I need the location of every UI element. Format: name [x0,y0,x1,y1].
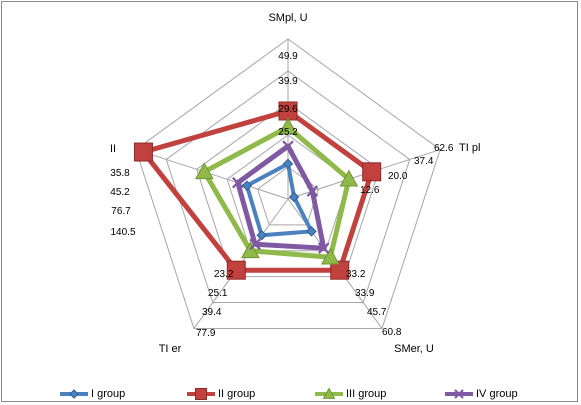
data-point-marker [278,117,298,135]
axis-label: II [110,143,116,155]
tick-label: 45.7 [367,307,387,318]
legend-swatch-icon [445,389,473,399]
data-point-marker [288,191,300,203]
tick-label: 39.4 [202,307,222,318]
tick-label: 20.0 [388,171,408,182]
data-point-marker [256,230,267,241]
tick-label: 25.1 [208,288,228,299]
data-point-marker [133,142,153,162]
legend-swatch-icon [60,389,88,399]
data-point-marker [317,242,330,254]
legend-label: III group [346,388,387,400]
axis-label: TI er [159,343,182,355]
chart-legend: I group II group III group IV group [2,386,579,402]
tick-label: 35.8 [110,168,130,179]
series-line [140,108,375,273]
data-point-marker [282,158,294,170]
axis-label: SMer, U [394,343,434,355]
axis-label: SMpl, U [268,12,307,24]
data-point-marker [282,140,294,152]
tick-label: 12.6 [360,185,380,196]
data-point-marker [226,260,246,280]
series-i-group [241,158,317,241]
series-iii-group [194,117,359,265]
legend-item: III group [314,386,386,402]
tick-label: 33.2 [346,269,366,280]
tick-label: 77.9 [196,328,216,339]
radar-chart: SMpl, U TI pl SMer, U TI er II 25.2 29.6 39.9 49… [110,12,480,355]
data-point-marker [241,180,253,191]
data-point-marker [320,247,340,265]
tick-label: 49.9 [278,51,298,62]
tick-label: 25.2 [278,127,298,138]
tick-label: 60.8 [382,327,402,338]
data-point-marker [241,241,260,259]
legend-label: II group [218,388,256,400]
series-line [244,161,314,238]
grid-ring [196,102,380,278]
tick-label: 140.5 [110,227,135,238]
grid-ring [256,166,320,226]
radar-labels: SMpl, U TI pl SMer, U TI er II 25.2 29.6 39.9 49… [110,12,480,355]
data-point-marker [339,169,359,187]
data-point-marker [362,162,382,182]
legend-swatch-icon [187,388,215,400]
tick-label: 62.6 [434,143,454,154]
data-point-marker [249,238,261,251]
data-point-marker [195,388,207,400]
data-point-marker [306,185,319,197]
tick-label: 39.9 [278,76,298,87]
series-line [235,143,327,251]
series-line [201,124,352,260]
legend-item: I group [59,386,125,402]
tick-label: 23.2 [214,269,234,280]
tick-label: 45.2 [110,187,130,198]
radar-series [133,101,382,280]
tick-label: 37.4 [414,156,434,167]
legend-item: IV group [444,386,518,402]
axis-label: TI pl [459,142,480,154]
grid-ring [165,70,411,304]
data-point-marker [454,389,464,399]
legend-item: II group [186,386,255,402]
data-point-marker [306,226,317,237]
data-point-marker [322,387,336,399]
legend-swatch-icon [315,387,343,399]
data-point-marker [69,389,79,399]
data-point-marker [232,176,244,189]
data-point-marker [194,162,214,180]
series-iv-group [232,140,330,254]
grid-ring [135,38,441,329]
legend-label: IV group [476,388,518,400]
data-point-marker [330,260,350,280]
legend-label: I group [91,388,126,400]
tick-label: 76.7 [111,206,131,217]
axis-spoke [135,149,289,200]
tick-label: 29.6 [278,104,298,115]
tick-label: 33.9 [355,288,375,299]
